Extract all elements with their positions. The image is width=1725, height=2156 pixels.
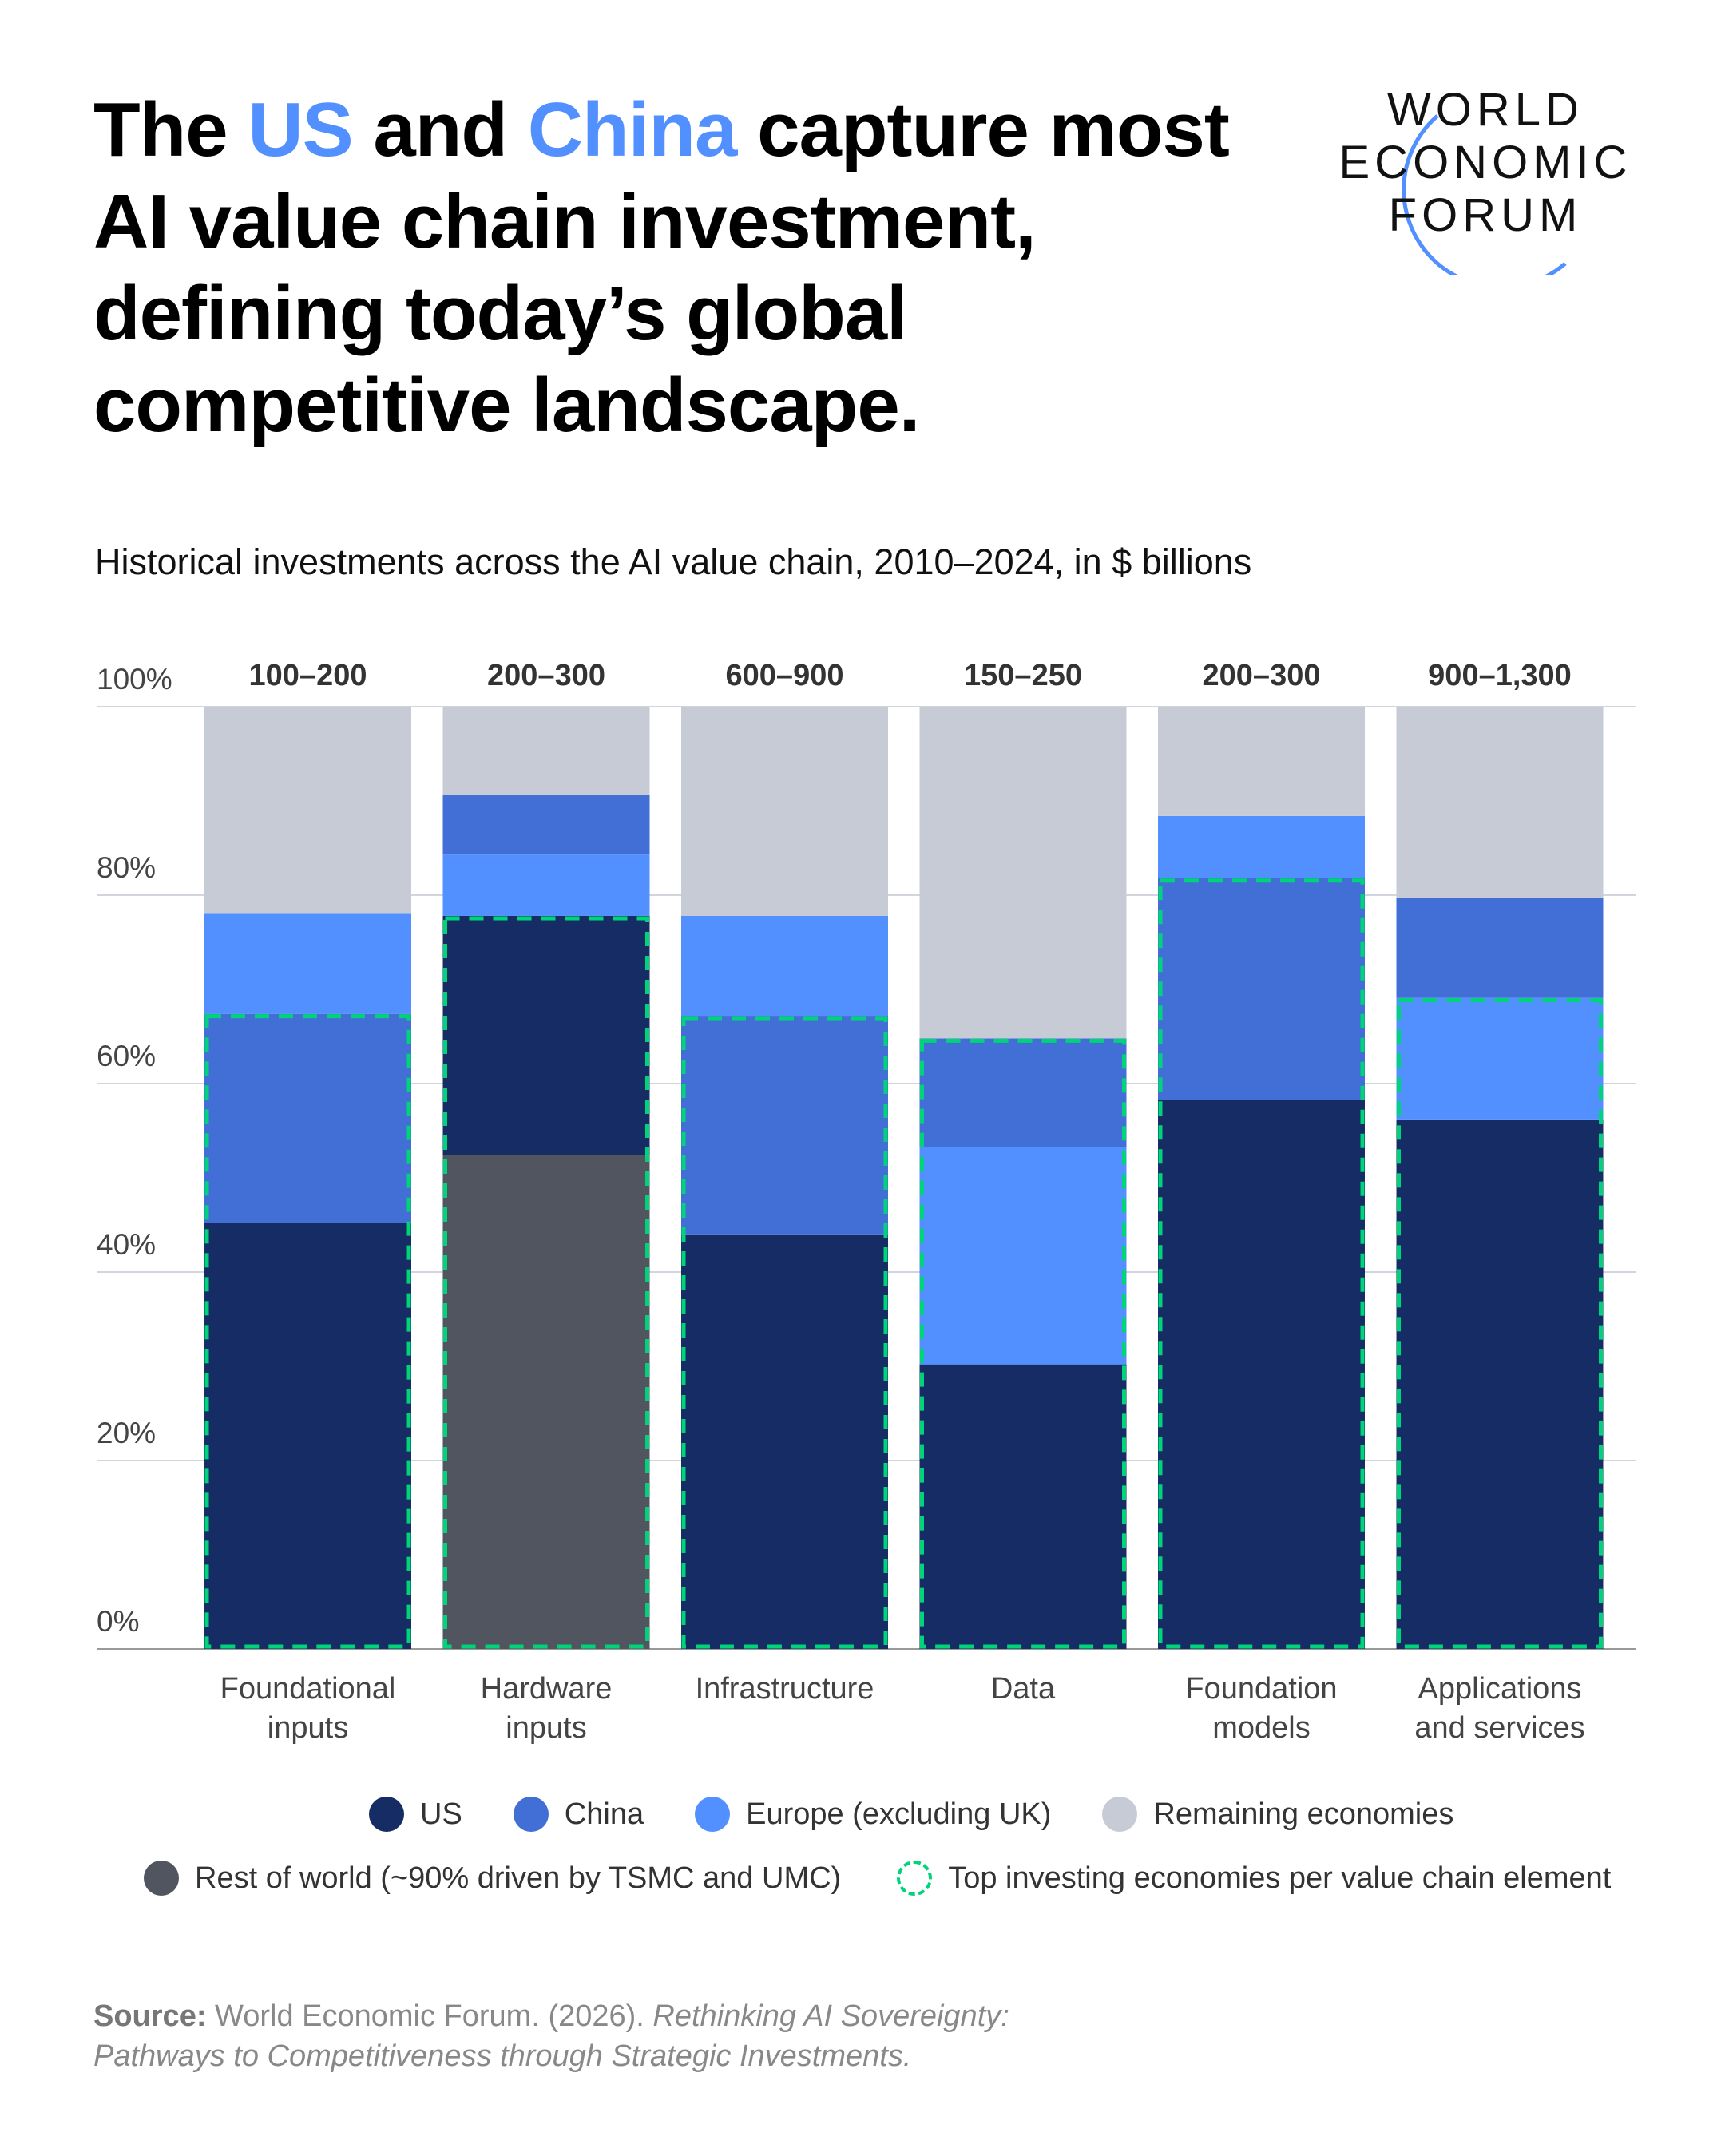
legend-swatch bbox=[369, 1797, 404, 1832]
y-tick-label: 100% bbox=[97, 663, 172, 696]
top-investors-outline bbox=[681, 1016, 888, 1649]
legend-label: Remaining economies bbox=[1153, 1797, 1454, 1831]
bar-segment-remaining-economies bbox=[204, 707, 411, 914]
bar-segment-us bbox=[681, 1234, 888, 1649]
top-investors-outline bbox=[1397, 998, 1603, 1649]
legend-label: Europe (excluding UK) bbox=[746, 1797, 1052, 1831]
source-title-cont: Pathways to Competitiveness through Stra… bbox=[93, 2039, 912, 2073]
top-investors-outline bbox=[1158, 878, 1365, 1649]
total-label: 200–300 bbox=[1203, 659, 1321, 692]
top-investors-outline bbox=[920, 1038, 1126, 1649]
source-note: Source: World Economic Forum. (2026). Re… bbox=[93, 1996, 1009, 2076]
bar-segment-europe-excluding-uk bbox=[1158, 815, 1365, 878]
bar-segment-china bbox=[1396, 898, 1604, 998]
total-label: 150–250 bbox=[964, 659, 1082, 692]
bar-segment-china bbox=[204, 1013, 411, 1223]
y-tick-label: 80% bbox=[97, 851, 156, 884]
legend-item-china: China bbox=[513, 1797, 644, 1832]
x-tick-label: Hardware bbox=[481, 1672, 613, 1706]
bar-segment-us bbox=[1158, 1100, 1365, 1649]
y-tick-label: 20% bbox=[97, 1417, 156, 1449]
bar-segment-us bbox=[442, 915, 650, 1155]
wef-logo: WORLD ECONOMIC FORUM bbox=[1339, 84, 1632, 275]
legend-item-remaining-economies: Remaining economies bbox=[1102, 1797, 1453, 1832]
legend-row-1: US China Europe (excluding UK) Remaining ec… bbox=[369, 1797, 1453, 1832]
legend-item-rest-of-world-90-driven-by-tsmc-and-umc: Rest of world (~90% driven by TSMC and U… bbox=[144, 1861, 841, 1896]
logo-arc bbox=[1402, 114, 1567, 275]
bar-segment-remaining-economies bbox=[919, 707, 1127, 1039]
title-china: China bbox=[527, 87, 738, 172]
legend-swatch bbox=[513, 1797, 549, 1832]
x-tick-label: Foundational bbox=[220, 1672, 396, 1706]
x-tick-label: Data bbox=[991, 1672, 1056, 1706]
logo-line2: ECONOMIC bbox=[1339, 137, 1632, 188]
bar-segment-china bbox=[1158, 878, 1365, 1100]
x-tick-label: Foundation bbox=[1185, 1672, 1337, 1706]
bar-segment-remaining-economies bbox=[1158, 707, 1365, 816]
bar-segment-us bbox=[1396, 1119, 1604, 1649]
chart-title: The US and China capture most AI value c… bbox=[93, 84, 1291, 451]
title-us: US bbox=[248, 87, 353, 172]
legend-item-us: US bbox=[369, 1797, 462, 1832]
bar-segment-europe-excluding-uk bbox=[442, 854, 650, 916]
x-tick-label: models bbox=[1212, 1711, 1311, 1745]
bar-segment-china bbox=[442, 795, 650, 855]
legend-swatch bbox=[144, 1861, 179, 1896]
legend-swatch bbox=[897, 1861, 933, 1896]
logo-line3: FORUM bbox=[1389, 189, 1583, 241]
x-tick-label: Applications bbox=[1418, 1672, 1582, 1706]
top-investors-outline bbox=[204, 1014, 411, 1649]
bar-segment-europe-excluding-uk bbox=[1396, 997, 1604, 1120]
total-label: 600–900 bbox=[726, 659, 844, 692]
source-text: World Economic Forum. (2026). bbox=[206, 1999, 653, 2033]
title-text: and bbox=[352, 87, 528, 172]
legend-label: US bbox=[420, 1797, 462, 1831]
legend-row-2: Rest of world (~90% driven by TSMC and U… bbox=[144, 1861, 1611, 1896]
bar-segment-china bbox=[681, 1016, 888, 1235]
legend-item-europe-excluding-uk: Europe (excluding UK) bbox=[695, 1797, 1051, 1832]
bar-segment-remaining-economies bbox=[442, 707, 650, 795]
title-text: The bbox=[93, 87, 248, 172]
total-label: 100–200 bbox=[249, 659, 367, 692]
legend-swatch bbox=[1102, 1797, 1138, 1832]
bar-segment-rest-of-world-90-driven-by-tsmc-and-umc bbox=[442, 1155, 650, 1649]
y-tick-label: 60% bbox=[97, 1040, 156, 1072]
bar-segment-europe-excluding-uk bbox=[204, 913, 411, 1014]
legend-label: Rest of world (~90% driven by TSMC and U… bbox=[195, 1861, 842, 1895]
stacked-bar-chart: 0% 20% 40% 60% 80% 100% 100–200 Foundational inp… bbox=[97, 659, 1636, 1745]
bar-segment-us bbox=[919, 1364, 1127, 1649]
legend-label: Top investing economies per value chain … bbox=[948, 1861, 1612, 1895]
y-tick-label: 0% bbox=[97, 1605, 139, 1638]
source-label: Source: bbox=[93, 1999, 207, 2033]
bar-segment-europe-excluding-uk bbox=[681, 915, 888, 1017]
total-label: 200–300 bbox=[487, 659, 605, 692]
bar-segment-us bbox=[204, 1223, 411, 1649]
x-tick-label: inputs bbox=[268, 1711, 348, 1745]
legend-swatch bbox=[695, 1797, 731, 1832]
x-tick-label: and services bbox=[1414, 1711, 1584, 1745]
x-tick-label: inputs bbox=[506, 1711, 586, 1745]
x-tick-label: Infrastructure bbox=[696, 1672, 874, 1706]
logo-line1: WORLD bbox=[1387, 84, 1584, 136]
top-investors-outline bbox=[443, 916, 649, 1649]
y-tick-label: 40% bbox=[97, 1228, 156, 1261]
chart-subtitle: Historical investments across the AI val… bbox=[95, 541, 1252, 582]
bar-segment-europe-excluding-uk bbox=[919, 1147, 1127, 1365]
title-text: capture most AI value chain investment, … bbox=[93, 87, 1230, 448]
bar-segment-china bbox=[919, 1038, 1127, 1147]
total-label: 900–1,300 bbox=[1428, 659, 1572, 692]
source-title: Rethinking AI Sovereignty: bbox=[652, 1999, 1009, 2033]
legend-label: China bbox=[564, 1797, 644, 1831]
legend-item-top-investing-economies-per-value-chain-element: Top investing economies per value chain … bbox=[897, 1861, 1611, 1896]
bar-segment-remaining-economies bbox=[681, 707, 888, 916]
bar-segment-remaining-economies bbox=[1396, 707, 1604, 898]
